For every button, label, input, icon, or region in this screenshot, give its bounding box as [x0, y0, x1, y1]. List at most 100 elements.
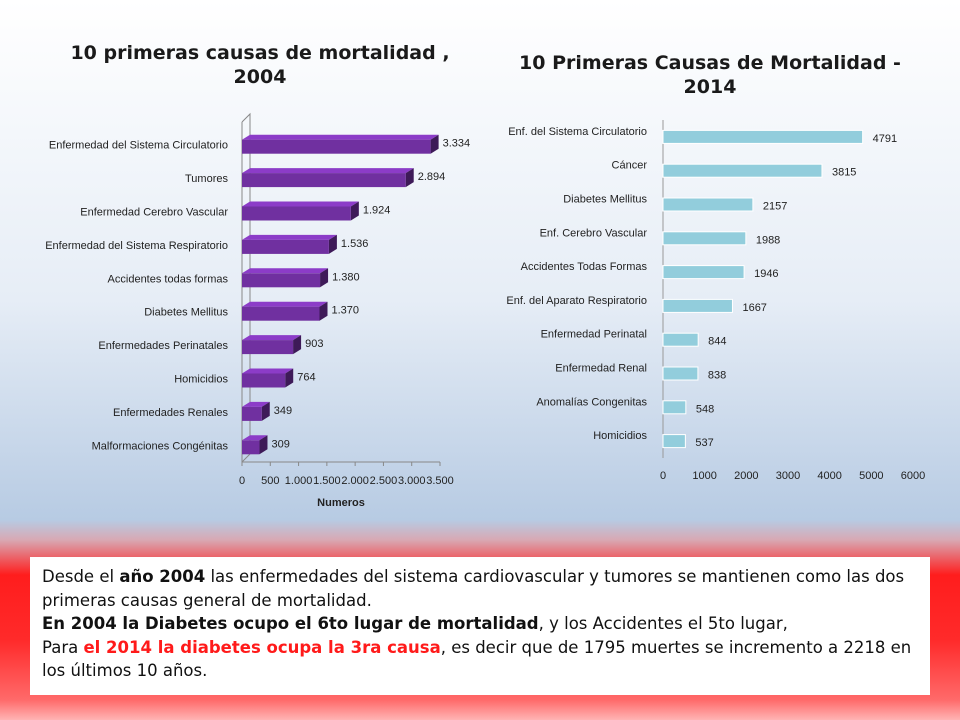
- bar-2004: [242, 239, 329, 254]
- data-label-2014: 2157: [763, 201, 787, 213]
- category-label-2004: Enfermedades Perinatales: [98, 340, 228, 352]
- summary-textbox: Desde el año 2004 las enfermedades del s…: [30, 557, 930, 695]
- category-label-2014: Enf. Cerebro Vascular: [540, 227, 648, 239]
- summary-text: las enfermedades del sistema cardiovascu…: [42, 567, 905, 610]
- bar-top-2004: [242, 435, 268, 441]
- data-label-2014: 838: [708, 370, 726, 382]
- category-label-2014: Enfermedad Renal: [555, 363, 647, 375]
- data-label-2004: 1.924: [363, 205, 391, 217]
- x-tick-label-2014: 3000: [776, 470, 800, 482]
- bar-side-2004: [293, 335, 302, 355]
- bar-side-2004: [259, 435, 268, 455]
- bar-top-2004: [242, 335, 302, 341]
- bar-2014: [662, 366, 699, 381]
- category-label-2014: Anomalías Congenitas: [536, 396, 647, 408]
- summary-text: , es decir que de 1795 muertes se increm…: [42, 637, 912, 681]
- category-label-2014: Diabetes Mellitus: [563, 194, 647, 206]
- bar-2014: [662, 197, 754, 212]
- data-label-2004: 764: [297, 372, 315, 384]
- bar-2014: [662, 129, 864, 144]
- data-label-2004: 1.380: [332, 271, 360, 283]
- bar-side-2004: [350, 201, 359, 221]
- bar-top-2004: [242, 368, 294, 374]
- x-tick-label-2004: 1.500: [313, 475, 341, 487]
- bar-2004: [242, 373, 286, 388]
- summary-paragraph-2: En 2004 la Diabetes ocupo el 6to lugar d…: [42, 612, 918, 636]
- summary-paragraph-1: Desde el año 2004 las enfermedades del s…: [42, 565, 918, 612]
- x-tick-label-2004: 1.000: [285, 475, 313, 487]
- category-label-2004: Diabetes Mellitus: [144, 307, 228, 319]
- data-label-2014: 3815: [832, 167, 856, 179]
- x-tick-label-2004: 2.000: [341, 475, 369, 487]
- category-label-2014: Enf. del Aparato Respiratorio: [506, 295, 647, 307]
- bar-top-2004: [242, 234, 337, 240]
- axis-depth-line-2004: [241, 453, 251, 463]
- x-tick-label-2014: 0: [660, 470, 666, 482]
- category-label-2014: Enf. del Sistema Circulatorio: [508, 126, 647, 138]
- bar-2014: [662, 265, 745, 280]
- bar-top-2004: [242, 168, 414, 174]
- bar-top-2004: [242, 268, 329, 274]
- bar-side-2004: [320, 268, 329, 288]
- bar-top-2004: [242, 134, 439, 140]
- summary-emphasis-diabetes-2004: En 2004 la Diabetes ocupo el 6to lugar d…: [42, 614, 539, 633]
- data-label-2004: 309: [271, 438, 289, 450]
- category-label-2014: Accidentes Todas Formas: [521, 261, 648, 273]
- bar-2004: [242, 139, 431, 154]
- x-tick-label-2004: 0: [239, 475, 245, 487]
- x-tick-label-2014: 1000: [692, 470, 716, 482]
- bar-2004: [242, 406, 262, 421]
- bar-2004: [242, 340, 294, 355]
- data-label-2014: 844: [708, 336, 726, 348]
- x-tick-label-2014: 2000: [734, 470, 758, 482]
- category-label-2004: Enfermedad del Sistema Respiratorio: [45, 240, 228, 252]
- data-label-2004: 903: [305, 338, 323, 350]
- chart-2004-title: 10 primeras causas de mortalidad , 2004: [70, 42, 450, 88]
- data-label-2014: 1667: [742, 302, 766, 314]
- summary-text: , y los Accidentes el 5to lugar,: [538, 614, 788, 633]
- category-label-2004: Malformaciones Congénitas: [92, 440, 229, 452]
- bar-side-2004: [405, 168, 414, 188]
- category-label-2004: Enfermedades Renales: [113, 407, 228, 419]
- bar-side-2004: [328, 234, 337, 254]
- category-label-2004: Homicidios: [174, 374, 228, 386]
- category-label-2014: Enfermedad Perinatal: [541, 329, 647, 341]
- data-label-2004: 349: [274, 405, 292, 417]
- bar-2004: [242, 173, 406, 188]
- bar-top-2004: [242, 301, 328, 307]
- bar-2004: [242, 273, 321, 288]
- data-label-2004: 2.894: [418, 171, 446, 183]
- bar-top-2004: [242, 201, 359, 207]
- data-label-2004: 3.334: [443, 138, 471, 150]
- bar-2014: [662, 231, 747, 246]
- data-label-2014: 1988: [756, 234, 780, 246]
- summary-paragraph-3: Para el 2014 la diabetes ocupa la 3ra ca…: [42, 636, 918, 683]
- chart-2014-title: 10 Primeras Causas de Mortalidad - 2014: [519, 52, 901, 98]
- x-tick-label-2014: 6000: [901, 470, 925, 482]
- x-tick-label-2004: 500: [261, 475, 279, 487]
- category-label-2004: Enfermedad del Sistema Circulatorio: [49, 140, 228, 152]
- summary-emphasis-year: año 2004: [119, 567, 206, 586]
- data-label-2014: 1946: [754, 268, 778, 280]
- bar-side-2004: [261, 401, 270, 421]
- x-tick-label-2014: 4000: [817, 470, 841, 482]
- x-tick-label-2004: 3.500: [426, 475, 454, 487]
- bar-2004: [242, 206, 351, 221]
- category-label-2004: Tumores: [185, 173, 228, 185]
- data-label-2004: 1.536: [341, 238, 369, 250]
- charts-canvas: 0 500 1.000 1.500 2.000 2.500 3.000 3.500 Numero…: [45, 112, 925, 509]
- data-label-2014: 4791: [873, 133, 897, 145]
- bar-2004: [242, 440, 260, 455]
- data-label-2014: 548: [696, 403, 714, 415]
- summary-text: Para: [42, 637, 84, 657]
- category-label-2004: Accidentes todas formas: [108, 273, 229, 285]
- x-axis-label-2004: Numeros: [317, 497, 365, 509]
- bar-side-2004: [430, 134, 439, 154]
- data-label-2004: 1.370: [332, 305, 360, 317]
- category-label-2004: Enfermedad Cerebro Vascular: [80, 207, 228, 219]
- bar-2014: [662, 434, 686, 449]
- bar-2004: [242, 306, 320, 321]
- bar-side-2004: [319, 301, 328, 321]
- bar-2014: [662, 163, 823, 178]
- bar-top-2004: [242, 401, 270, 407]
